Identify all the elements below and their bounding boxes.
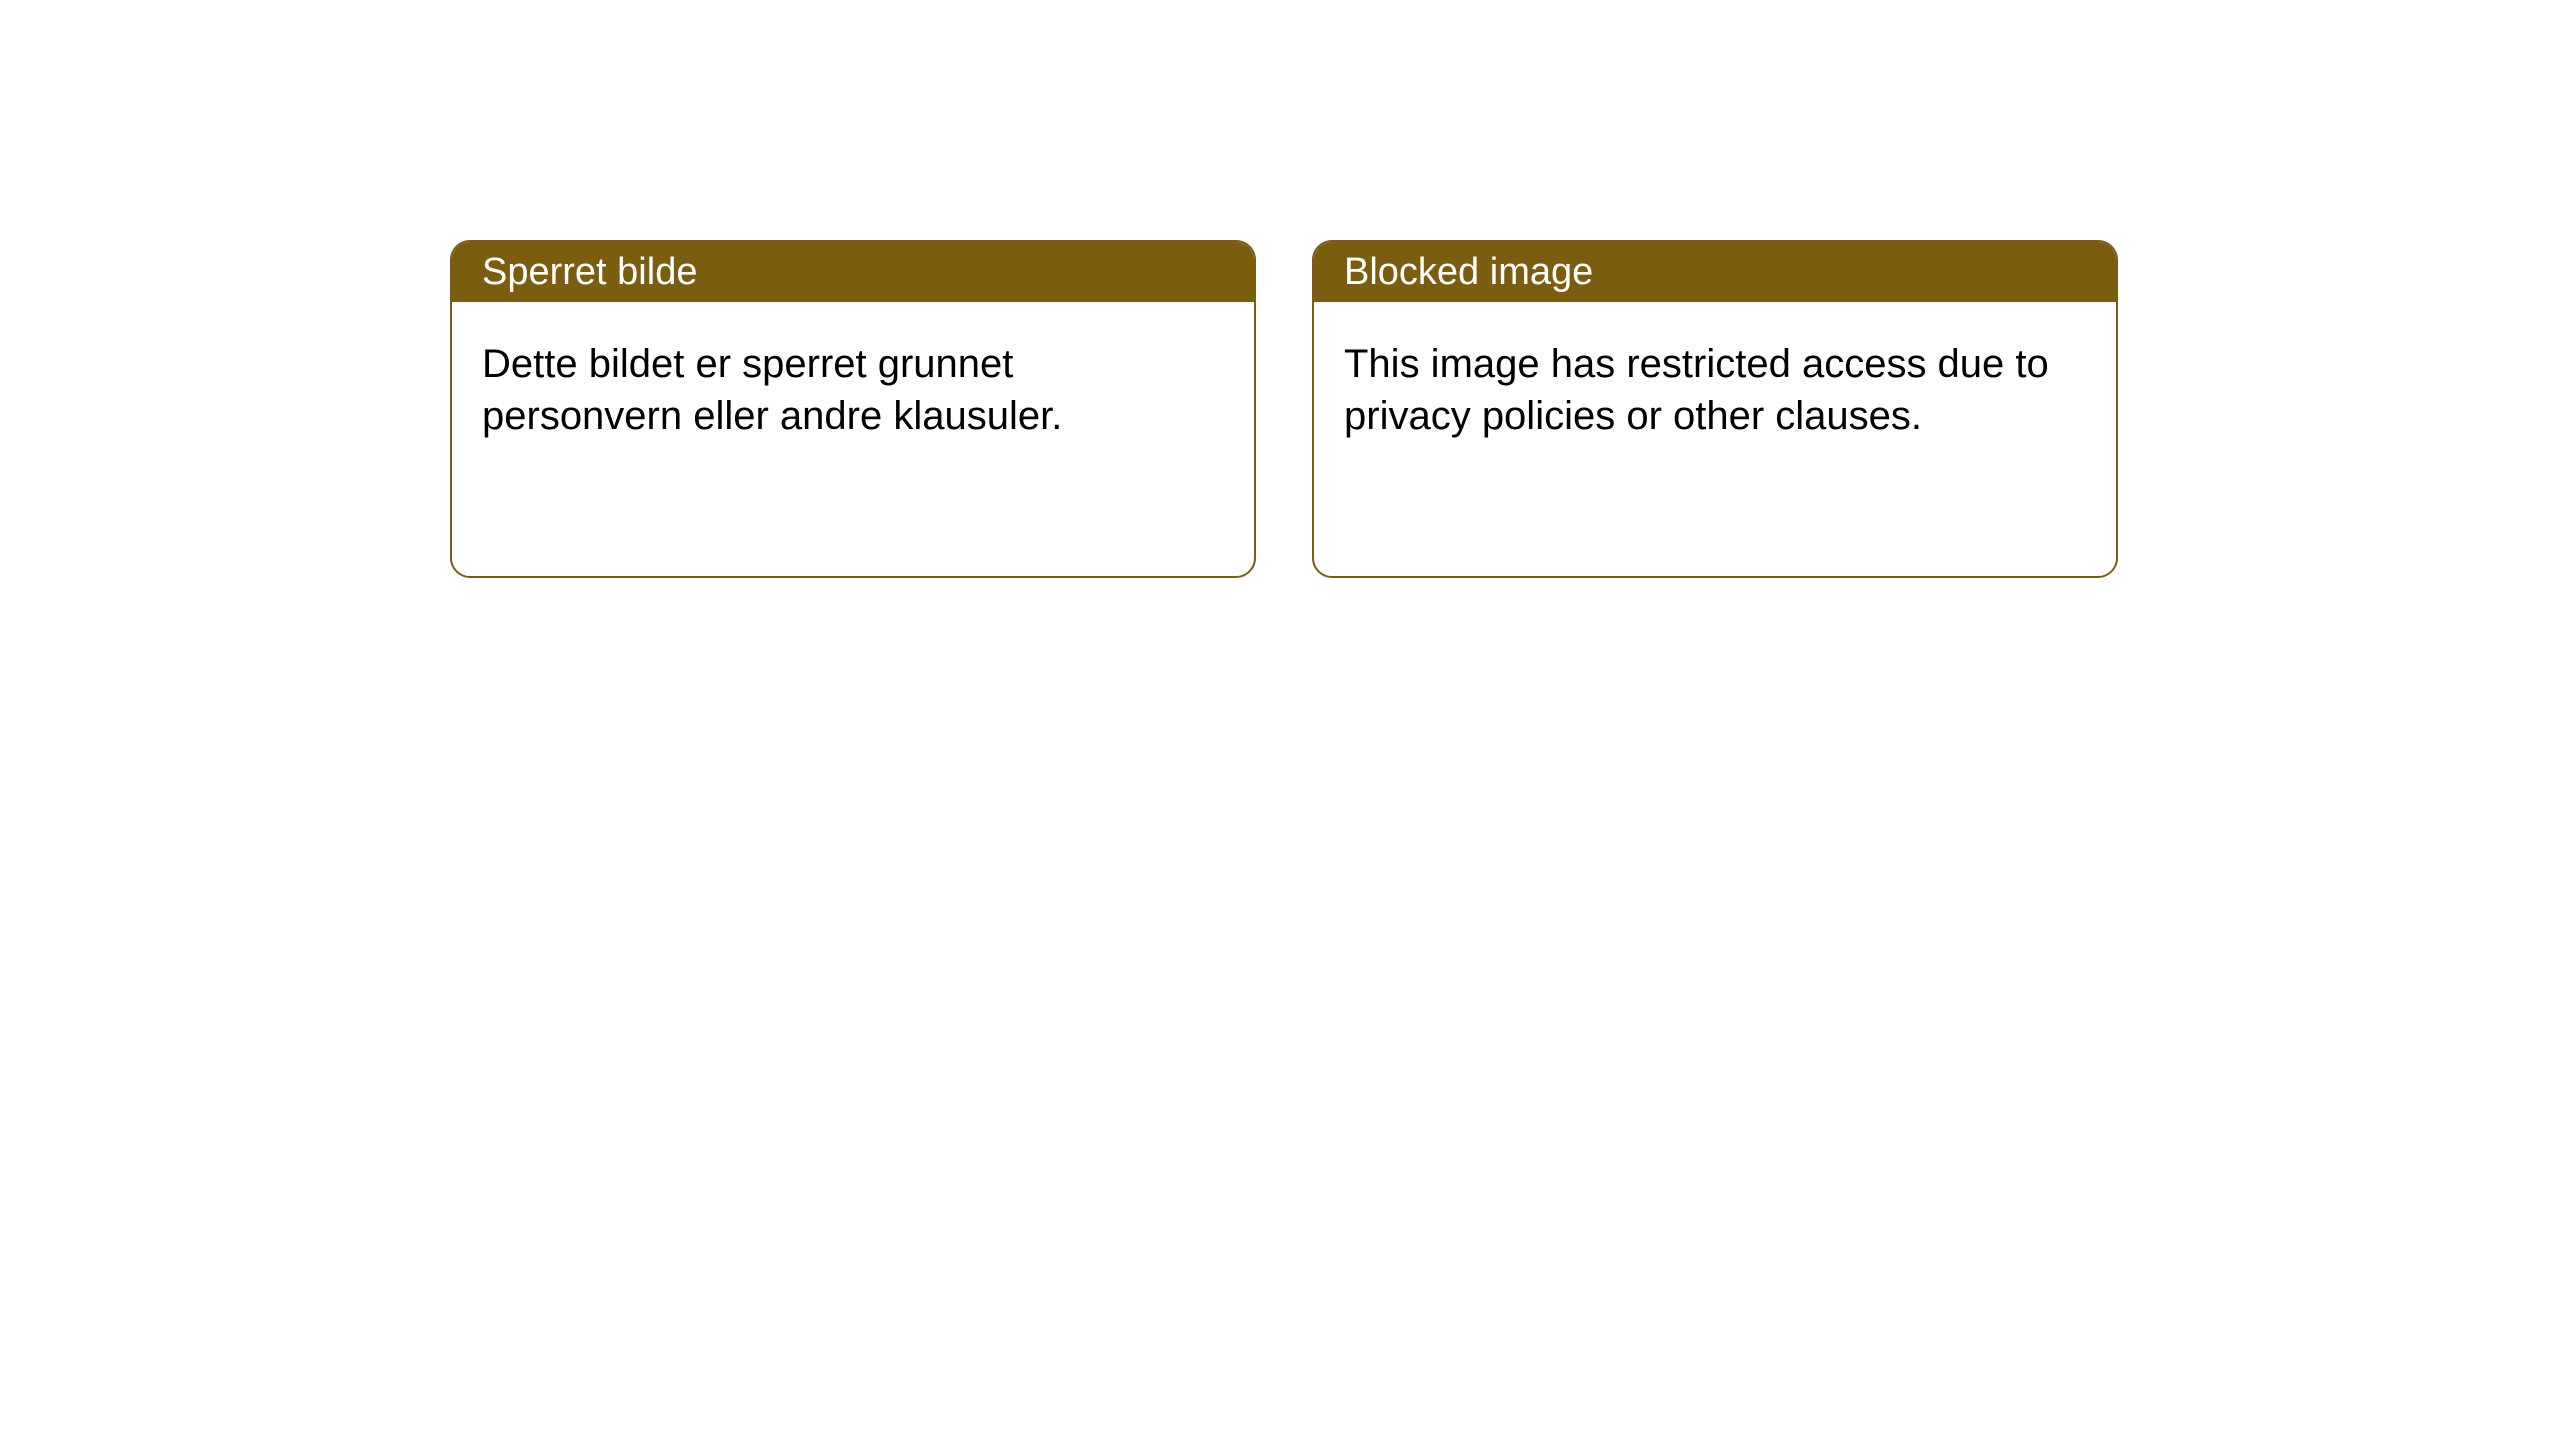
notice-title: Sperret bilde: [482, 251, 697, 294]
notice-box-english: Blocked image This image has restricted …: [1312, 240, 2118, 578]
notice-text: Dette bildet er sperret grunnet personve…: [482, 338, 1224, 442]
notices-container: Sperret bilde Dette bildet er sperret gr…: [0, 0, 2560, 578]
notice-text: This image has restricted access due to …: [1344, 338, 2086, 442]
notice-header: Blocked image: [1314, 242, 2116, 302]
notice-header: Sperret bilde: [452, 242, 1254, 302]
notice-body: Dette bildet er sperret grunnet personve…: [452, 302, 1254, 478]
notice-box-norwegian: Sperret bilde Dette bildet er sperret gr…: [450, 240, 1256, 578]
notice-title: Blocked image: [1344, 251, 1593, 294]
notice-body: This image has restricted access due to …: [1314, 302, 2116, 478]
